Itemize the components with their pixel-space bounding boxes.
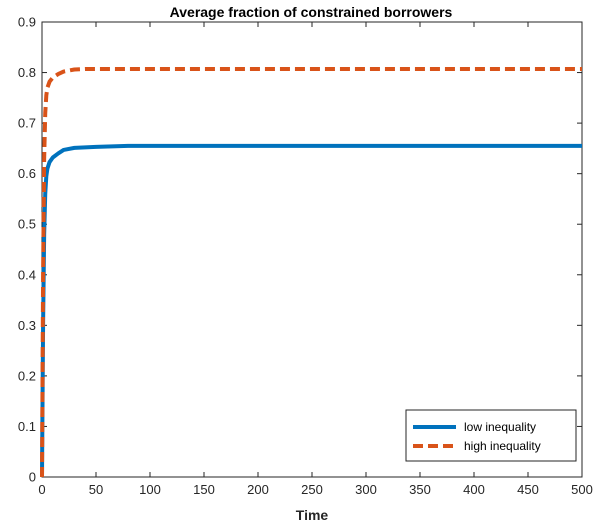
y-tick-label: 0.1 [18, 419, 36, 434]
y-tick-label: 0.2 [18, 368, 36, 383]
y-tick-label: 0.4 [18, 267, 36, 282]
series-line-low-inequality [40, 143, 582, 478]
y-tick-label: 0.5 [18, 217, 36, 232]
x-tick-label: 50 [89, 482, 103, 497]
x-tick-label: 100 [139, 482, 161, 497]
x-tick-label: 400 [463, 482, 485, 497]
y-tick-label: 0.6 [18, 166, 36, 181]
x-tick-label: 300 [355, 482, 377, 497]
series-layer [40, 67, 582, 478]
x-tick-label: 450 [517, 482, 539, 497]
x-tick-label: 250 [301, 482, 323, 497]
y-tick-label: 0.8 [18, 65, 36, 80]
y-axis: 0 0.1 0.2 0.3 0.4 0.5 0.6 0.7 0.8 0.9 [18, 15, 582, 485]
legend: low inequality high inequality [405, 409, 577, 462]
y-tick-label: 0.3 [18, 318, 36, 333]
x-tick-label: 150 [193, 482, 215, 497]
series-line-high-inequality [40, 67, 582, 478]
x-tick-label: 200 [247, 482, 269, 497]
x-tick-label: 350 [409, 482, 431, 497]
legend-label-low-inequality: low inequality [464, 420, 536, 434]
legend-label-high-inequality: high inequality [464, 439, 541, 453]
y-tick-label: 0.9 [18, 15, 36, 30]
y-tick-label: 0 [29, 470, 36, 485]
plot-area [41, 21, 583, 478]
legend-box [405, 409, 577, 462]
x-axis: 0 50 100 150 200 250 300 350 400 450 500 [38, 22, 593, 497]
chart-title: Average fraction of constrained borrower… [170, 4, 453, 20]
y-tick-label: 0.7 [18, 116, 36, 131]
x-tick-label: 500 [571, 482, 593, 497]
x-axis-title: Time [296, 507, 329, 523]
x-tick-label: 0 [38, 482, 45, 497]
